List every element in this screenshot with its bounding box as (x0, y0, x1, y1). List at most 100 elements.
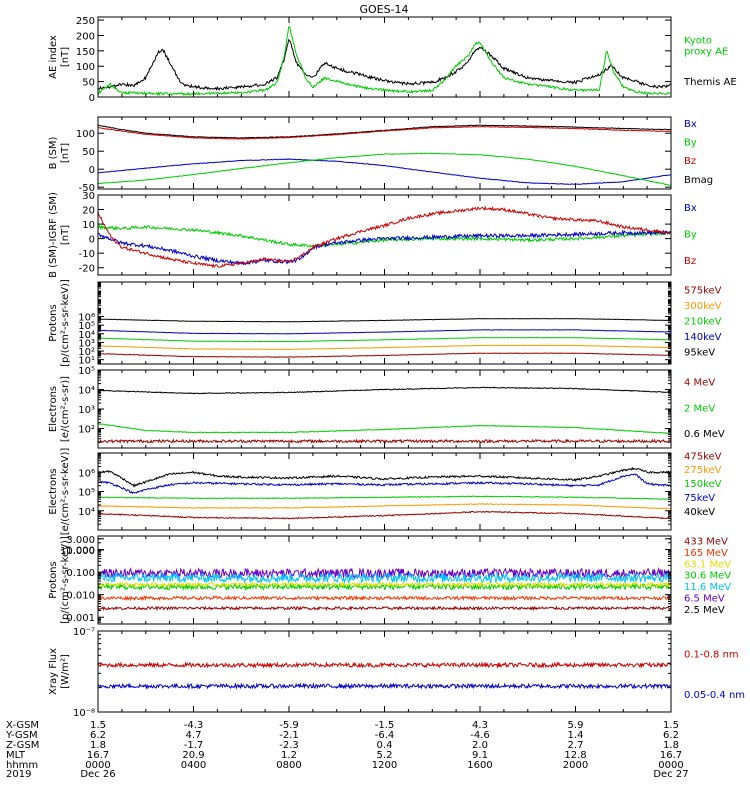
series-line-by (97, 224, 672, 248)
x-ticks (97, 117, 672, 189)
y-tick-label: 10⁵ (78, 488, 95, 499)
y-tick-label: 0.100 (66, 568, 95, 579)
ephemeris-value: 12.8 (564, 750, 586, 761)
series-line-bmag (97, 124, 672, 139)
x-ticks (97, 631, 672, 712)
y-axis-label: AE index [nT] (48, 35, 71, 79)
legend-item: 4 MeV (684, 378, 715, 389)
ephemeris-value: 1.8 (90, 740, 106, 751)
legend-item: 575keV (684, 285, 722, 296)
series-line-6-5-mev (97, 567, 672, 580)
y-axis-label: Xray Flux [W/m²] (48, 648, 71, 695)
panel-frame (97, 281, 672, 365)
panel-ehi: 10² 10³ 10⁴ 10⁵ Electrons [e/(cm²-s-sr)] 4 MeV… (48, 366, 725, 449)
y-axis-label: B (SM)-IGRF (SM) [nT] (48, 192, 71, 278)
ephemeris-value: 2.7 (568, 740, 584, 751)
ephemeris-value: Dec 26 (80, 769, 115, 780)
ephemeris-value: -5.9 (279, 720, 299, 731)
y-ticks: 0 50 100 150 200 250 (76, 16, 671, 104)
panel-frame (97, 630, 672, 713)
ephemeris-value: 1600 (467, 760, 492, 771)
ephemeris-value: 1.5 (90, 720, 106, 731)
panel-frame (97, 452, 672, 531)
y-tick-label: 0.001 (66, 613, 95, 624)
ephemeris-value: 6.2 (90, 730, 106, 741)
y-tick-label: 10⁴ (78, 507, 95, 518)
y-axis-label-line: [p/(cm²-s-sr-keV)] (60, 279, 71, 367)
y-axis-label-line: Protons (48, 304, 59, 341)
ephemeris-value: Dec 27 (653, 769, 688, 780)
series-group (97, 317, 672, 358)
series-line-575kev (98, 352, 672, 358)
ephemeris-value: 0.4 (377, 740, 393, 751)
y-tick-label: 250 (76, 16, 95, 27)
y-ticks: 10² 10³ 10⁴ 10⁵ (78, 366, 671, 443)
series-group (97, 466, 672, 520)
ephemeris-value: -1.7 (184, 740, 204, 751)
legend-item: 300keV (684, 301, 722, 312)
ephemeris-value: 1200 (372, 760, 397, 771)
series-line-40kev (97, 466, 672, 489)
y-tick-label: -50 (79, 183, 95, 194)
series-group (97, 386, 672, 444)
y-ticks: 10⁻⁸ 10⁻⁷ (73, 627, 671, 719)
ephemeris-value: 0000 (85, 760, 110, 771)
ephemeris-value: 16.7 (87, 750, 109, 761)
legend: 0.1-0.8 nm 0.05-0.4 nm (684, 650, 745, 702)
ephemeris-row-label: MLT (6, 750, 26, 761)
series-line-bz (98, 126, 671, 140)
ephemeris-value: 5.2 (377, 750, 393, 761)
panel-frame (97, 194, 672, 276)
y-tick-label: 100 (76, 62, 95, 73)
legend-item: 2 MeV (684, 403, 715, 414)
x-ticks (97, 453, 672, 530)
y-axis-label-line: [nT] (60, 225, 71, 245)
legend-item: Bz (684, 256, 696, 267)
y-axis-label-line: [e/(cm²-s-sr)] (60, 376, 71, 442)
series-line-300kev (97, 344, 672, 351)
y-tick-label: 10² (78, 425, 95, 436)
y-axis-label-line: [nT] (60, 143, 71, 163)
series-line-themis-ae (97, 38, 672, 92)
ephemeris-value: -1.5 (375, 720, 395, 731)
legend-item: 150keV (684, 479, 722, 490)
y-tick-label: 10.000 (60, 546, 95, 557)
legend: 575keV 300keV 210keV 140keV 95keV (684, 285, 722, 358)
y-axis-label-line: B (SM) (48, 136, 59, 169)
ephemeris-row-label: X-GSM (6, 720, 39, 731)
legend-item: proxy AE (684, 47, 728, 58)
legend-item: 95keV (684, 348, 715, 359)
y-axis-label-line: AE index (48, 35, 59, 79)
x-ticks (97, 282, 672, 364)
ephemeris-value: 1.5 (663, 720, 679, 731)
y-tick-label: 30 (82, 191, 95, 202)
series-line-433-mev (97, 605, 672, 612)
legend-item: 475keV (684, 451, 722, 462)
panel-elo: 10⁴ 10⁵ 10⁶ Electrons [e/(cm²-s-sr-keV)] 475k… (48, 448, 722, 536)
legend-item: 275keV (684, 465, 722, 476)
ephemeris-value: 1.8 (663, 740, 679, 751)
y-tick-label: 10 (82, 220, 95, 231)
legend-item: 210keV (684, 317, 722, 328)
y-tick-label: 10³ (78, 405, 95, 416)
figure-title: GOES-14 (359, 3, 408, 16)
y-tick-label: -10 (79, 249, 95, 260)
x-ticks (97, 536, 672, 624)
series-line-by (97, 152, 672, 186)
y-tick-label: 0 (89, 93, 95, 104)
ephemeris-value: 0000 (658, 760, 683, 771)
y-axis-label-line: [p/(cm²-s-sr-keV)] (60, 536, 71, 624)
legend-item: 433 MeV (684, 536, 728, 547)
ephemeris-row-label: Y-GSM (5, 730, 38, 741)
y-tick-label: 10⁴ (78, 330, 95, 341)
y-axis-label-line: Electrons (48, 468, 59, 514)
y-tick-label: 200 (76, 31, 95, 42)
series-line-0-6-mev (97, 386, 672, 395)
y-axis-label-line: Electrons (48, 386, 59, 432)
legend-item: Bx (684, 203, 697, 214)
ephemeris-value: 20.9 (182, 750, 204, 761)
